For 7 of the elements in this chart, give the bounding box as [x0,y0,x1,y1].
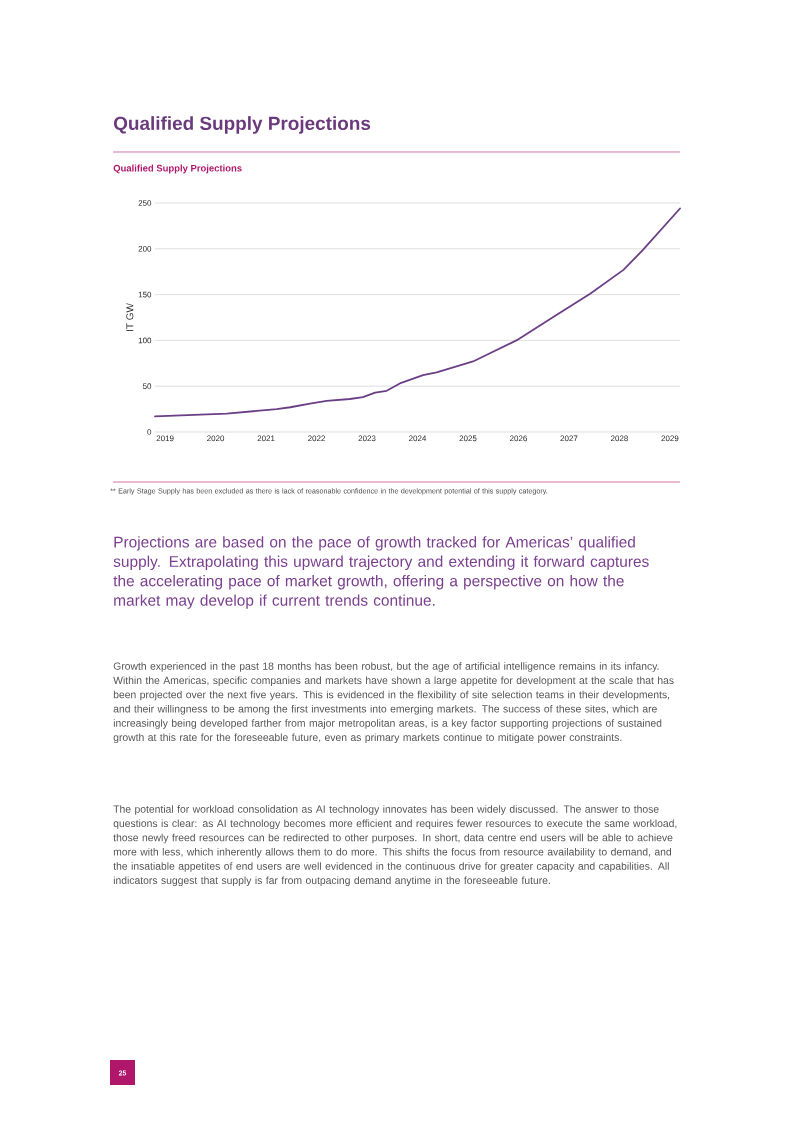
chart-subtitle: Qualified Supply Projections [113,164,242,174]
text: Projections are based on the pace of growth tracked for Americas’ qualified supply. Extrapolating this upward trajectory and extending it forward captures the accelerating pace of market growth, offering a perspective on how the market may develop if current trends continue. [113,536,649,609]
text: Growth experienced in the past 18 months has been robust, but the age of artificial intelligence remains in its infancy. Within the Americas, specific companies and markets have shown a large appetite for development at the scale that has been projected over the next five years. This is evidenced in the flexibility of site selection teams in their developments, and their willingness to be among the first investments into emerging markets. The success of these sites, which are increasingly being developed farther from major metropolitan areas, is a key factor supporting projections of sustained growth at this rate for the foreseeable future, even as primary markets continue to mitigate power constraints. [113,662,674,744]
y-axis-title: IT GW [126,303,134,331]
line-series [154,207,681,418]
chart-title: Qualified Supply Projections [113,116,371,134]
text: The potential for workload consolidation as AI technology innovates has been widely discussed. The answer to those questions is clear: as AI technology becomes more efficient and requires fewer resources to execute the same workload, those newly freed resources can be redirected to other purposes. In short, data centre end users will be able to achieve more with less, which inherently allows them to do more. This shifts the focus from resource availability to demand, and the insatiable appetites of end users are well evidenced in the continuous drive for greater capacity and capabilities. All indicators suggest that supply is far from outpacing demand anytime in the foreseeable future. [113,805,677,887]
